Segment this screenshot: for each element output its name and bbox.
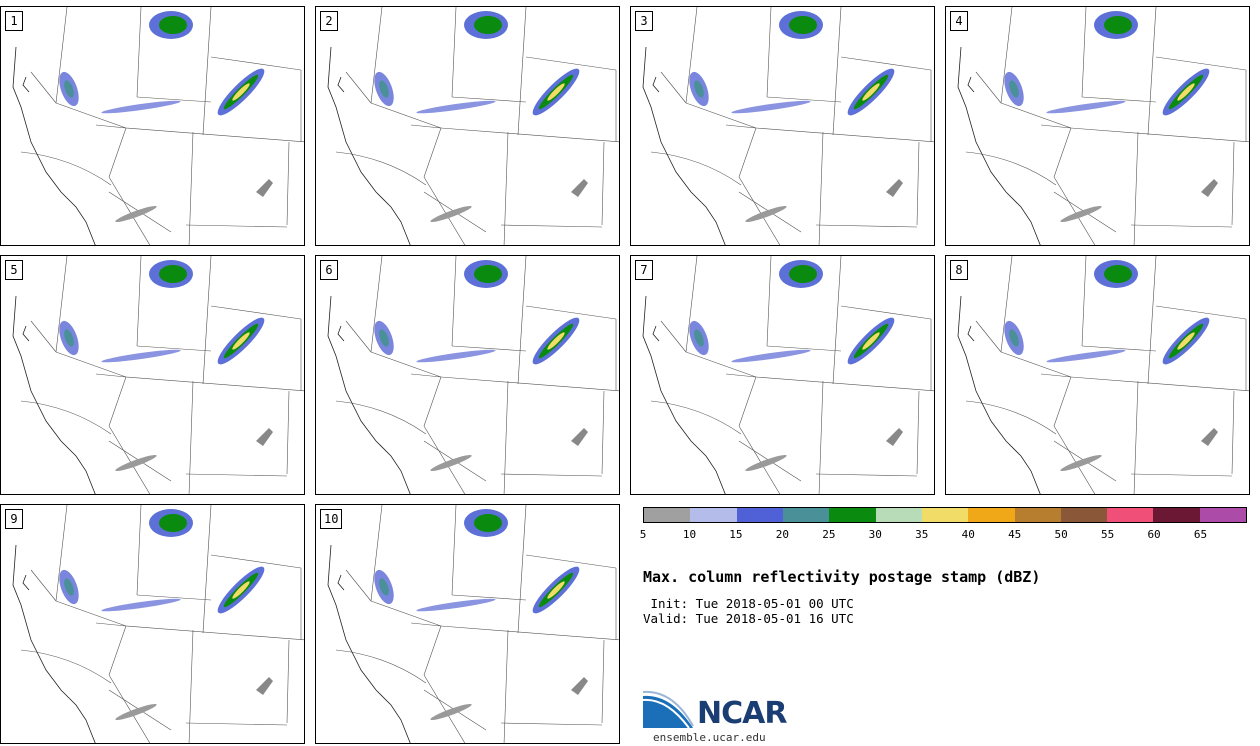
colorbar-segment	[736, 508, 783, 522]
member-number: 6	[320, 260, 338, 280]
colorbar-segment	[968, 508, 1015, 522]
reflectivity-map	[12, 256, 304, 494]
member-map-panel: 2	[315, 6, 620, 246]
colorbar-tick-label: 30	[868, 528, 882, 541]
reflectivity-map	[957, 256, 1249, 494]
reflectivity-map	[327, 7, 619, 245]
reflectivity-map	[642, 7, 934, 245]
member-number: 1	[5, 11, 23, 31]
valid-time: Valid: Tue 2018-05-01 16 UTC	[643, 611, 854, 626]
member-map-panel: 7	[630, 255, 935, 495]
member-map-panel: 8	[945, 255, 1250, 495]
colorbar-segment	[1199, 508, 1247, 522]
colorbar-segment	[829, 508, 876, 522]
colorbar-tick-label: 40	[961, 528, 975, 541]
member-number: 4	[950, 11, 968, 31]
member-map-panel: 9	[0, 504, 305, 744]
colorbar-segment	[644, 508, 691, 522]
ncar-logo-icon	[643, 690, 694, 729]
member-number: 9	[5, 509, 23, 529]
colorbar-tick-label: 45	[1008, 528, 1022, 541]
member-number: 10	[320, 509, 343, 529]
reflectivity-map	[327, 256, 619, 494]
colorbar-segment	[921, 508, 969, 522]
colorbar-tick-label: 15	[729, 528, 743, 541]
reflectivity-map	[642, 256, 934, 494]
member-map-panel: 4	[945, 6, 1250, 246]
colorbar-tick-label: 65	[1193, 528, 1208, 541]
reflectivity-map	[12, 505, 304, 743]
member-map-panel: 6	[315, 255, 620, 495]
colorbar-tick-label: 55	[1100, 528, 1115, 541]
member-number: 8	[950, 260, 968, 280]
ncar-logo-text: NCAR	[697, 696, 787, 731]
colorbar-segment	[782, 508, 830, 522]
colorbar-segment	[875, 508, 922, 522]
member-number: 3	[635, 11, 653, 31]
colorbar-tick-label: 25	[822, 528, 836, 541]
member-map-panel: 3	[630, 6, 935, 246]
reflectivity-map	[327, 505, 619, 743]
logo-url: ensemble.ucar.edu	[653, 731, 766, 744]
member-map-panel: 5	[0, 255, 305, 495]
reflectivity-map	[957, 7, 1249, 245]
member-number: 5	[5, 260, 23, 280]
member-number: 2	[320, 11, 338, 31]
colorbar-segment	[1107, 508, 1154, 522]
init-time: Init: Tue 2018-05-01 00 UTC	[643, 596, 854, 611]
member-map-panel: 10	[315, 504, 620, 744]
reflectivity-map	[12, 7, 304, 245]
colorbar-tick-label: 50	[1054, 528, 1068, 541]
colorbar-segment	[1153, 508, 1200, 522]
member-map-panel: 1	[0, 6, 305, 246]
colorbar-tick-label: 10	[682, 528, 697, 541]
colorbar-tick-label: 35	[915, 528, 929, 541]
colorbar-segment	[1060, 508, 1108, 522]
reflectivity-colorbar	[643, 507, 1247, 523]
colorbar-tick-label: 60	[1147, 528, 1161, 541]
member-number: 7	[635, 260, 653, 280]
colorbar-tick-label: 5	[639, 528, 647, 541]
colorbar-segment	[1014, 508, 1061, 522]
colorbar-tick-label: 20	[775, 528, 789, 541]
colorbar-segment	[690, 508, 737, 522]
figure-title: Max. column reflectivity postage stamp (…	[643, 568, 1041, 586]
